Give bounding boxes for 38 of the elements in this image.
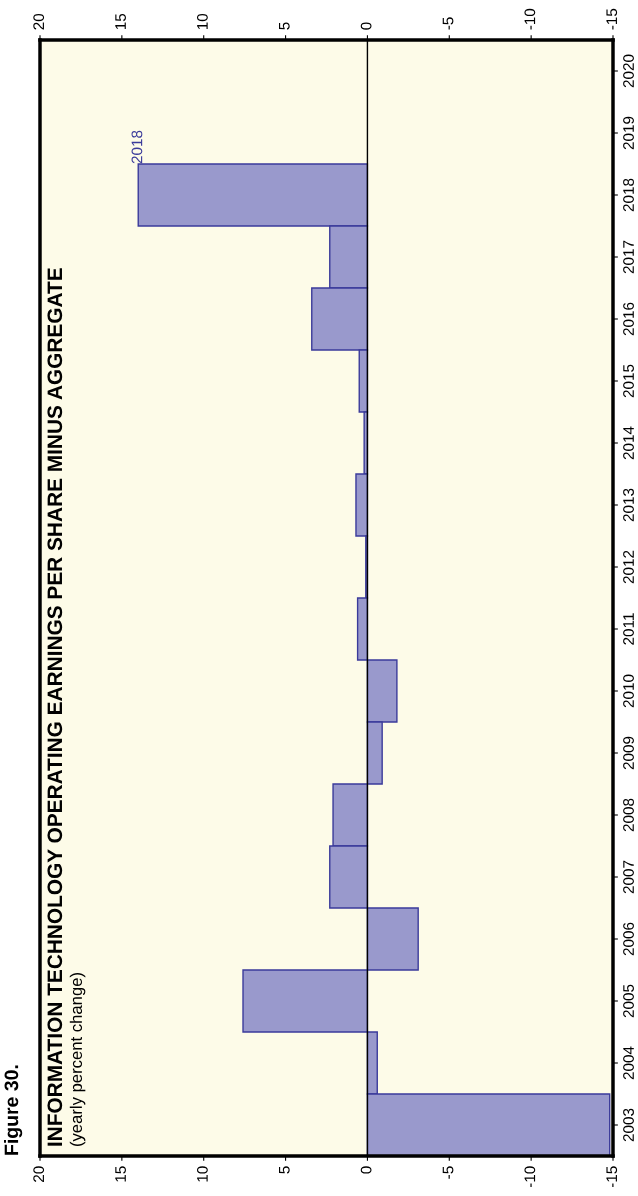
- y-tick-label: 2008: [623, 798, 634, 832]
- y-tick-label: 2014: [623, 426, 634, 460]
- y-tick-label: 2020: [623, 54, 634, 88]
- y-tick-label: 2005: [623, 984, 634, 1018]
- x2-tick-label: 0: [360, 22, 372, 30]
- x2-tick-label: 5: [279, 22, 290, 30]
- y-tick-label: 2013: [623, 488, 634, 522]
- y-tick-label: 2018: [623, 178, 634, 212]
- y-tick-label: 2009: [623, 736, 634, 770]
- x-tick-label: -5: [442, 1166, 454, 1179]
- x-tick-label: -10: [524, 1166, 536, 1188]
- y-tick-label: 2016: [623, 302, 634, 336]
- y-tick-label: 2007: [623, 860, 634, 894]
- y-tick-label: 2003: [623, 1108, 634, 1142]
- x2-tick-label: 15: [115, 13, 126, 30]
- y-tick-label: 2017: [623, 240, 634, 274]
- y-tick-label: 2015: [623, 364, 634, 398]
- x-tick-label: 20: [33, 1166, 45, 1182]
- y-tick-label: 2010: [623, 674, 634, 708]
- x2-tick-label: 10: [197, 13, 208, 30]
- x-tick-label: 10: [197, 1166, 208, 1182]
- x2-tick-label: -5: [442, 17, 454, 30]
- x2-tick-label: 20: [33, 13, 45, 30]
- text: (yearly percent change): [69, 973, 86, 1147]
- caption: Figure 30.: [4, 1065, 23, 1155]
- x-tick-label: 15: [115, 1166, 126, 1182]
- y-tick-label: 2004: [623, 1046, 634, 1080]
- x-tick-label: 5: [279, 1166, 290, 1174]
- x2-tick-label: -10: [524, 8, 536, 30]
- y-tick-label: 2011: [623, 613, 634, 645]
- y-tick-label: 2006: [623, 922, 634, 956]
- y-tick-label: 2012: [623, 550, 634, 584]
- annotation: 2018: [131, 130, 143, 164]
- x-tick-label: 0: [360, 1166, 372, 1174]
- x2-tick-label: -15: [606, 8, 618, 30]
- text: INFORMATION TECHNOLOGY OPERATING EARNINGS PER SHARE MINUS AGGREGATE: [47, 268, 63, 1146]
- y-tick-label: 2019: [623, 116, 634, 150]
- x-tick-label: -15: [606, 1166, 618, 1188]
